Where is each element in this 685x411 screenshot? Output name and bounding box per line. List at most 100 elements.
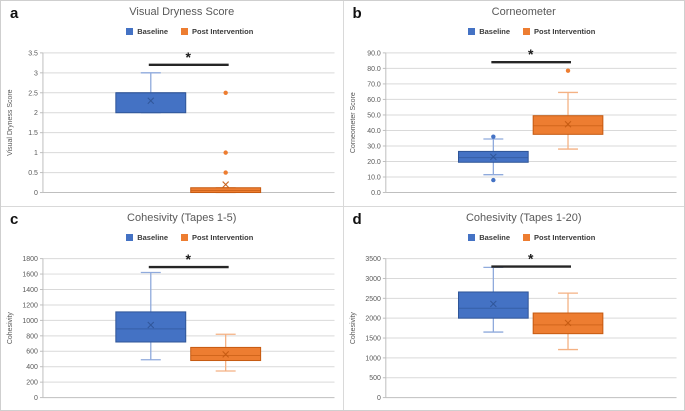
y-tick-label: 1.5	[28, 130, 38, 137]
legend-label-post-intervention: Post Intervention	[534, 232, 596, 242]
box-baseline	[115, 310, 187, 343]
y-tick-label: 3500	[365, 256, 381, 263]
mean-marker-post-intervention	[222, 181, 230, 188]
y-axis-title: Visual Dryness Score	[7, 89, 14, 156]
mean-marker-baseline	[147, 97, 155, 105]
y-tick-label: 1600	[22, 271, 38, 278]
y-tick-label: 0.0	[371, 190, 381, 197]
legend-label-post-intervention: Post Intervention	[192, 232, 254, 242]
legend-d: Baseline Post Intervention	[384, 233, 681, 242]
y-tick-label: 3000	[365, 275, 381, 282]
chart-title-b: Corneometer	[491, 6, 556, 18]
y-tick-label: 500	[369, 375, 381, 382]
legend-label-post-intervention: Post Intervention	[192, 27, 254, 36]
chart-title-d: Cohesivity (Tapes 1-20)	[465, 211, 582, 224]
y-tick-label: 1400	[22, 286, 38, 293]
mean-marker-baseline	[489, 153, 497, 161]
y-tick-label: 1200	[22, 302, 38, 309]
y-tick-label: 0.5	[28, 170, 38, 177]
y-axis-title: Cohesivity	[349, 311, 356, 343]
mean-marker-post-intervention	[564, 319, 571, 326]
outlier-point-baseline	[490, 177, 496, 183]
outlier-point-post-intervention	[223, 170, 228, 175]
panel-letter-d: d	[352, 210, 362, 228]
panel-letter-b: b	[352, 5, 362, 22]
baseline-swatch-icon	[126, 233, 134, 241]
boxplot-chart-c: 0 200 400 600 800 1000 1200 1400 1600 1800 Cohesiv…	[7, 251, 335, 402]
y-tick-label: 3.5	[28, 50, 38, 57]
panel-d: d Cohesivity (Tapes 1-20) Baseline Post …	[342, 205, 684, 410]
baseline-swatch-icon	[468, 233, 476, 241]
mean-marker-post-intervention	[222, 350, 230, 358]
significance-asterisk: *	[527, 250, 533, 266]
legend-item-baseline: Baseline	[126, 233, 168, 242]
y-tick-label: 200	[26, 379, 38, 386]
y-tick-label: 1000	[365, 355, 381, 362]
y-tick-label: 0	[376, 395, 380, 402]
y-tick-label: 1000	[22, 317, 38, 324]
chart-title-a: Visual Dryness Score	[129, 6, 235, 18]
post-intervention-swatch-icon	[523, 28, 531, 35]
legend-label-baseline: Baseline	[137, 232, 169, 242]
y-tick-label: 2	[34, 110, 38, 117]
boxplot-chart-a: 0 0.5 1 1.5 2 2.5 3 3.5 Visual Dryness Score *	[7, 49, 335, 197]
y-tick-label: 2500	[365, 295, 381, 302]
legend-item-post-intervention: Post Intervention	[181, 27, 253, 36]
box-baseline	[115, 92, 187, 114]
y-tick-label: 10.0	[367, 175, 381, 182]
mean-marker-baseline	[489, 300, 497, 307]
legend-label-baseline: Baseline	[137, 27, 169, 36]
post-intervention-swatch-icon	[181, 233, 189, 241]
significance-asterisk: *	[186, 251, 192, 267]
y-tick-label: 1	[34, 150, 38, 157]
legend-item-post-intervention: Post Intervention	[181, 233, 253, 242]
panel-letter-a: a	[10, 5, 19, 22]
y-tick-label: 30.0	[367, 143, 381, 150]
legend-item-post-intervention: Post Intervention	[523, 27, 595, 36]
panel-b: b Corneometer Baseline Post Intervention…	[342, 1, 684, 206]
post-intervention-swatch-icon	[181, 28, 189, 35]
legend-item-baseline: Baseline	[126, 27, 168, 36]
baseline-swatch-icon	[468, 28, 476, 35]
y-tick-label: 0	[34, 395, 38, 402]
legend-item-baseline: Baseline	[468, 233, 510, 242]
y-tick-label: 0	[34, 190, 38, 197]
legend-label-baseline: Baseline	[479, 27, 511, 36]
y-tick-label: 800	[26, 333, 38, 340]
legend-a: Baseline Post Intervention	[41, 27, 339, 36]
y-tick-label: 2.5	[28, 90, 38, 97]
panel-a: a Visual Dryness Score Baseline Post Int…	[1, 1, 343, 206]
baseline-swatch-icon	[126, 28, 134, 35]
outlier-point-baseline	[490, 134, 496, 139]
y-tick-label: 400	[26, 364, 38, 371]
y-tick-label: 1800	[22, 256, 38, 263]
significance-asterisk: *	[527, 46, 533, 62]
y-tick-label: 70.0	[367, 81, 381, 88]
y-axis-title: Cohesivity	[7, 311, 14, 344]
chart-title-c: Cohesivity (Tapes 1-5)	[127, 211, 237, 224]
outlier-point-post-intervention	[223, 90, 228, 95]
y-axis-title: Corneometer Score	[349, 92, 356, 153]
y-tick-label: 20.0	[367, 159, 381, 166]
outlier-point-post-intervention	[223, 150, 228, 155]
panel-letter-c: c	[10, 210, 19, 228]
y-tick-label: 50.0	[367, 112, 381, 119]
y-tick-label: 60.0	[367, 97, 381, 104]
boxplot-chart-d: 0 500 1000 1500 2000 2500 3000 3500 Cohesivity *	[349, 250, 677, 402]
boxplot-chart-b: 0.0 10.0 20.0 30.0 40.0 50.0 60.0 70.0 80.0 90.0 C…	[349, 46, 677, 197]
y-tick-label: 90.0	[367, 50, 381, 57]
legend-item-post-intervention: Post Intervention	[523, 233, 595, 242]
y-tick-label: 600	[26, 348, 38, 355]
y-tick-label: 80.0	[367, 66, 381, 73]
mean-marker-post-intervention	[564, 120, 571, 128]
y-tick-label: 40.0	[367, 128, 381, 135]
significance-asterisk: *	[186, 49, 192, 65]
legend-b: Baseline Post Intervention	[384, 27, 681, 36]
y-tick-label: 1500	[365, 335, 381, 342]
legend-item-baseline: Baseline	[468, 27, 510, 36]
box-baseline	[457, 290, 529, 319]
panel-c: c Cohesivity (Tapes 1-5) Baseline Post I…	[1, 205, 343, 410]
legend-c: Baseline Post Intervention	[41, 233, 339, 242]
legend-label-post-intervention: Post Intervention	[534, 27, 596, 36]
